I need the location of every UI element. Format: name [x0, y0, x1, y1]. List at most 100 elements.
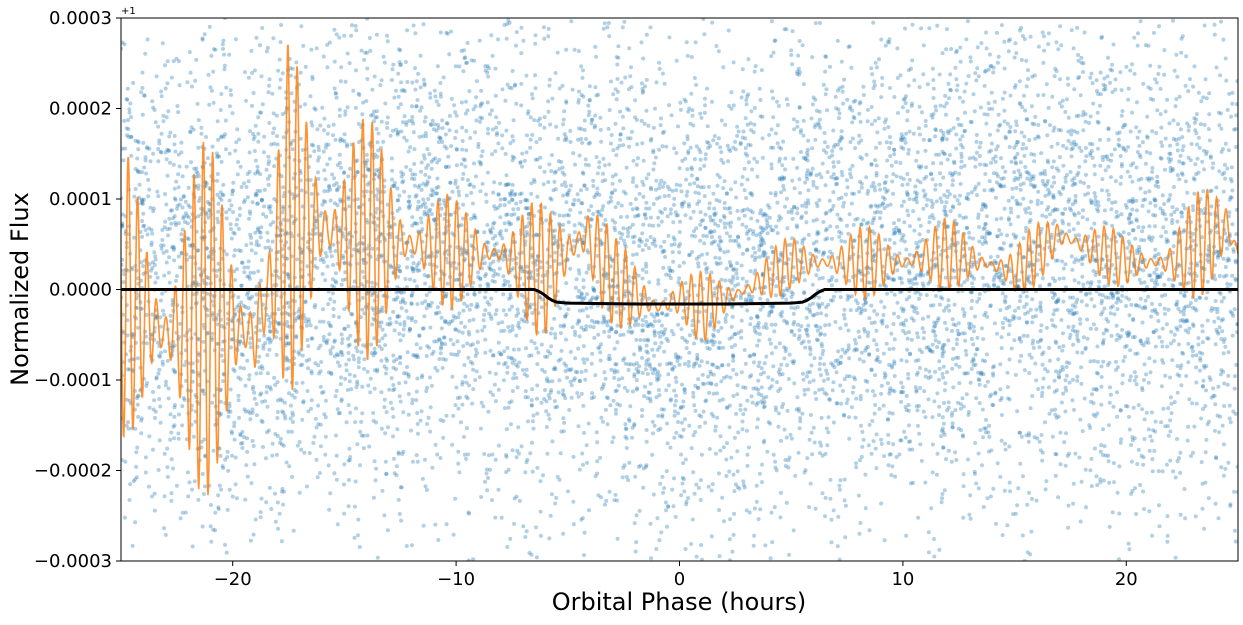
scatter-point — [709, 534, 714, 539]
scatter-point — [250, 407, 255, 412]
scatter-point — [707, 390, 712, 395]
scatter-point — [735, 449, 740, 454]
scatter-point — [973, 157, 978, 162]
scatter-point — [1107, 480, 1112, 485]
scatter-point — [179, 232, 184, 237]
scatter-point — [345, 142, 349, 147]
scatter-point — [517, 326, 522, 330]
scatter-point — [825, 144, 830, 149]
scatter-point — [1057, 190, 1062, 194]
scatter-point — [984, 30, 989, 35]
scatter-point — [327, 246, 332, 251]
scatter-point — [512, 521, 517, 526]
scatter-point — [375, 197, 380, 202]
scatter-point — [518, 199, 523, 204]
scatter-point — [817, 198, 822, 203]
scatter-point — [410, 215, 415, 220]
scatter-point — [613, 362, 618, 367]
scatter-point — [594, 93, 599, 98]
scatter-point — [759, 208, 763, 213]
scatter-point — [1060, 259, 1065, 264]
scatter-point — [985, 229, 990, 234]
scatter-point — [360, 112, 365, 117]
scatter-point — [954, 146, 959, 151]
scatter-point — [492, 279, 497, 284]
scatter-point — [887, 146, 892, 150]
scatter-point — [865, 191, 870, 196]
scatter-point — [977, 225, 982, 229]
scatter-point — [1203, 480, 1208, 485]
scatter-point — [976, 215, 981, 220]
scatter-point — [669, 329, 674, 333]
scatter-point — [662, 239, 667, 244]
scatter-point — [216, 201, 221, 206]
scatter-point — [873, 203, 878, 208]
scatter-point — [171, 466, 175, 471]
scatter-point — [714, 382, 719, 387]
scatter-point — [1007, 323, 1012, 328]
scatter-point — [515, 217, 520, 222]
scatter-point — [942, 152, 947, 156]
scatter-point — [1201, 95, 1206, 100]
scatter-point — [568, 349, 573, 354]
scatter-point — [865, 119, 870, 124]
scatter-point — [1072, 87, 1077, 92]
scatter-point — [954, 88, 959, 93]
scatter-point — [346, 197, 351, 201]
scatter-point — [271, 131, 275, 135]
scatter-point — [1012, 338, 1017, 343]
scatter-point — [457, 395, 462, 400]
scatter-point — [390, 184, 395, 189]
scatter-point — [401, 327, 406, 332]
scatter-point — [526, 212, 531, 216]
scatter-point — [571, 151, 576, 156]
scatter-point — [334, 453, 339, 458]
scatter-point — [847, 212, 852, 217]
scatter-point — [483, 308, 488, 313]
scatter-point — [732, 511, 737, 516]
scatter-point — [606, 21, 611, 25]
scatter-point — [697, 424, 702, 429]
scatter-point — [632, 521, 637, 526]
scatter-point — [587, 84, 592, 89]
scatter-point — [735, 383, 740, 388]
scatter-point — [318, 213, 323, 218]
scatter-point — [983, 222, 988, 226]
scatter-point — [561, 213, 566, 218]
scatter-point — [761, 396, 766, 401]
scatter-point — [163, 532, 168, 537]
scatter-point — [1029, 152, 1034, 157]
scatter-point — [504, 470, 509, 475]
scatter-point — [258, 235, 263, 240]
scatter-point — [480, 181, 485, 186]
scatter-point — [926, 345, 931, 350]
scatter-point — [754, 402, 759, 407]
scatter-point — [166, 109, 171, 114]
scatter-point — [1138, 19, 1143, 24]
scatter-point — [249, 248, 254, 253]
scatter-point — [903, 140, 908, 145]
scatter-point — [865, 344, 870, 349]
scatter-point — [648, 185, 653, 190]
scatter-point — [649, 556, 654, 561]
scatter-point — [1069, 154, 1074, 159]
scatter-point — [496, 443, 501, 448]
scatter-point — [713, 222, 718, 226]
scatter-point — [1134, 303, 1139, 308]
scatter-point — [807, 437, 812, 442]
scatter-point — [831, 128, 836, 133]
scatter-point — [513, 192, 518, 196]
scatter-point — [665, 524, 669, 529]
scatter-point — [263, 245, 268, 250]
scatter-point — [769, 384, 774, 389]
scatter-point — [840, 84, 845, 89]
scatter-point — [526, 419, 530, 424]
scatter-point — [1119, 88, 1124, 93]
scatter-point — [467, 318, 472, 323]
scatter-point — [926, 550, 931, 555]
scatter-point — [731, 532, 736, 537]
scatter-point — [146, 177, 151, 182]
scatter-point — [1039, 433, 1044, 437]
scatter-point — [396, 129, 401, 134]
scatter-point — [438, 418, 443, 422]
